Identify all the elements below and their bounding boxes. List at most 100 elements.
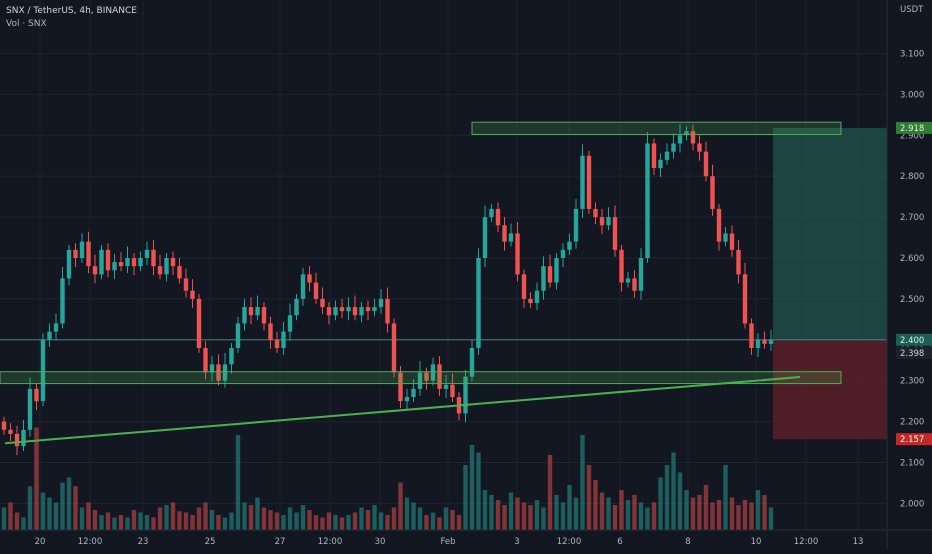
y-tick-label: 2.800 — [900, 172, 924, 182]
volume-bar — [632, 495, 637, 530]
candle-body — [515, 233, 520, 275]
candle-body — [658, 159, 663, 169]
volume-bar — [86, 502, 91, 530]
candle-body — [404, 397, 410, 402]
candle-body — [710, 176, 715, 209]
candle-body — [690, 131, 696, 144]
volume-bar — [346, 515, 351, 530]
candle-body — [14, 433, 20, 447]
volume-bar — [541, 507, 546, 530]
candle-body — [235, 323, 241, 348]
volume-bar — [112, 517, 117, 530]
candle-body — [183, 278, 189, 291]
volume-bar — [27, 486, 33, 530]
candle-body — [307, 274, 312, 283]
volume-bar — [216, 515, 221, 530]
volume-bar — [684, 490, 689, 530]
candle-body — [372, 307, 377, 312]
candle-body — [703, 151, 709, 177]
candle-body — [651, 143, 657, 169]
volume-bar — [476, 452, 481, 530]
candle-body — [450, 384, 455, 398]
candle-body — [313, 282, 319, 299]
candle-body — [716, 208, 722, 242]
candle-body — [294, 298, 299, 316]
candle-body — [73, 249, 78, 258]
volume-bar — [79, 507, 85, 530]
entry-price-label: 2.400 — [900, 336, 924, 346]
volume-bar — [593, 480, 598, 530]
y-tick-label: 3.000 — [900, 90, 924, 100]
volume-bar — [99, 515, 104, 530]
y-tick-label: 3.100 — [900, 50, 924, 60]
volume-bar — [729, 497, 735, 530]
candle-body — [209, 364, 215, 373]
y-tick-label: 2.700 — [900, 213, 924, 223]
candle-body — [131, 258, 137, 267]
x-tick-label: 12:00 — [78, 537, 103, 547]
volume-bar — [515, 497, 520, 530]
volume-bar — [450, 510, 455, 530]
candle-body — [528, 298, 533, 303]
volume-bar — [209, 510, 215, 530]
candle-body — [645, 143, 650, 258]
x-tick-label: 23 — [138, 537, 149, 547]
volume-bar — [229, 512, 234, 530]
volume-bar — [625, 500, 631, 530]
volume-bar — [404, 497, 410, 530]
candle-body — [612, 217, 618, 250]
volume-bar — [463, 465, 468, 530]
volume-bar — [508, 492, 514, 530]
candle-body — [638, 258, 644, 291]
volume-bar — [34, 427, 39, 530]
volume-bar — [177, 511, 182, 530]
volume-bar — [567, 485, 572, 530]
candle-body — [489, 208, 494, 218]
volume-bar — [573, 497, 579, 530]
volume-bar — [424, 515, 429, 530]
volume-bar — [671, 452, 676, 530]
support-zone — [0, 371, 842, 385]
candle-body — [34, 388, 39, 402]
candle-body — [170, 258, 176, 267]
candle-body — [541, 266, 546, 291]
volume-bar — [391, 507, 397, 530]
volume-bar — [742, 500, 748, 530]
volume-bar — [183, 512, 189, 530]
volume-bar — [378, 512, 384, 530]
volume-bar — [138, 512, 143, 530]
volume-bar — [170, 502, 176, 530]
volume-legend[interactable]: Vol · SNX — [6, 19, 47, 29]
y-tick-label: 2.000 — [900, 499, 924, 509]
volume-bar — [736, 505, 741, 530]
x-tick-label: 12:00 — [794, 537, 819, 547]
candle-body — [625, 278, 631, 283]
current-price-label: 2.398 — [900, 349, 924, 359]
candle-body — [385, 298, 390, 324]
candle-body — [27, 388, 33, 430]
volume-bar — [606, 497, 611, 530]
symbol-legend[interactable]: SNX / TetherUS, 4h, BINANCE — [6, 6, 137, 16]
candle-body — [138, 258, 143, 267]
candle-body — [580, 155, 585, 209]
volume-bar — [359, 507, 364, 530]
entry-price-label-bg — [896, 333, 932, 346]
candle-body — [534, 290, 540, 303]
candle-body — [365, 307, 371, 312]
candle-body — [742, 274, 748, 324]
y-tick-label: 2.900 — [900, 131, 924, 141]
candle-body — [352, 307, 358, 316]
y-tick-label: 2.300 — [900, 377, 924, 387]
volume-bar — [710, 502, 715, 530]
volume-bar — [768, 507, 774, 530]
candle-body — [47, 331, 52, 340]
long-position-tool[interactable] — [0, 127, 887, 440]
candle-body — [190, 290, 195, 299]
candle-body — [749, 323, 754, 348]
target-price-label: 2.918 — [900, 124, 924, 134]
drawings[interactable] — [0, 121, 842, 445]
volume-bar — [151, 517, 156, 530]
volume-bar — [248, 505, 254, 530]
